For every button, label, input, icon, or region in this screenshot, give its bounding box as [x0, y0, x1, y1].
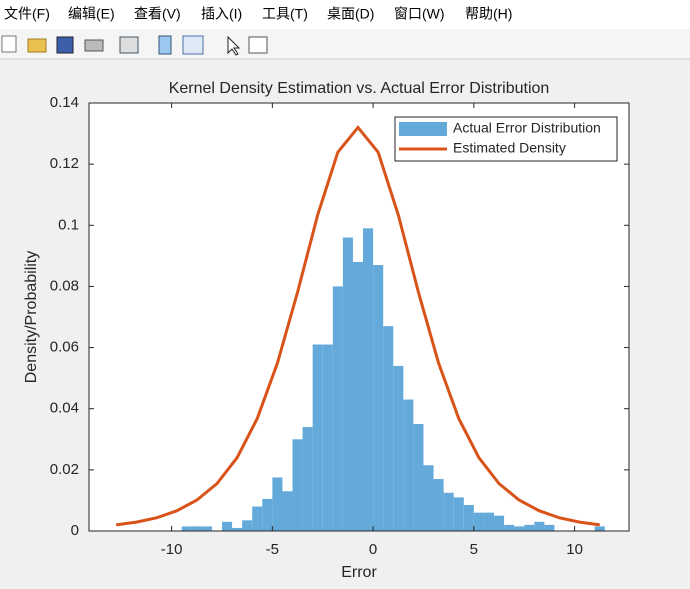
x-tick-label: -10: [161, 541, 183, 558]
new-icon[interactable]: [1, 35, 17, 53]
histogram-bar: [504, 524, 515, 531]
histogram-bar: [282, 491, 293, 531]
y-tick-label: 0.04: [50, 400, 79, 417]
x-tick-label: -5: [266, 541, 279, 558]
legend-icon[interactable]: [182, 35, 204, 55]
menu-item[interactable]: 帮助(H): [465, 6, 512, 22]
histogram-bar: [181, 526, 192, 531]
menu-item[interactable]: 查看(V): [134, 6, 181, 22]
toolbar: [0, 29, 690, 59]
histogram-bar: [232, 527, 243, 531]
y-tick-label: 0.06: [50, 339, 79, 356]
legend-label: Estimated Density: [453, 140, 566, 156]
density-line: [115, 125, 600, 527]
menu-item[interactable]: 插入(I): [201, 6, 242, 22]
histogram-bar: [383, 326, 394, 531]
print-icon[interactable]: [84, 39, 104, 52]
histogram-bar: [262, 498, 273, 531]
toolbar-icons[interactable]: [1, 35, 268, 56]
plot-area: [115, 125, 605, 532]
histogram-bar: [352, 261, 364, 531]
histogram-bar: [413, 424, 424, 531]
histogram-bar: [403, 399, 414, 531]
y-tick-label: 0.02: [50, 461, 79, 478]
axes-box: [88, 102, 630, 532]
histogram-bar: [443, 492, 454, 531]
histogram-bar: [423, 465, 434, 531]
x-tick-label: 10: [566, 541, 583, 558]
link-icon[interactable]: [119, 36, 139, 54]
y-axis-label: Density/Probability: [23, 251, 40, 384]
histogram-bar: [302, 427, 313, 531]
menu-item[interactable]: 编辑(E): [68, 6, 115, 22]
histogram-bar: [483, 512, 494, 531]
histogram-bar: [373, 265, 384, 531]
y-tick-label: 0.12: [50, 155, 79, 172]
histogram-bar: [342, 237, 353, 531]
legend: Actual Error Distribution Estimated Densi…: [394, 116, 618, 162]
menu: 文件(F) 编辑(E) 查看(V) 插入(I) 工具(T) 桌面(D) 窗口(W) 帮助(H): [4, 6, 512, 22]
y-tick-label: 0: [71, 522, 79, 539]
x-tick-label: 0: [369, 541, 377, 558]
open-icon[interactable]: [27, 38, 47, 53]
histogram-bar: [252, 506, 263, 531]
colorbar-icon[interactable]: [158, 35, 172, 55]
histogram-bar: [594, 526, 605, 531]
histogram-bar: [332, 286, 343, 531]
histogram-bar: [292, 439, 303, 531]
histogram-bar: [322, 344, 333, 531]
y-tick-label: 0.14: [50, 94, 79, 111]
histogram-bar: [463, 505, 474, 531]
histogram-bar: [363, 228, 374, 532]
histogram-bar: [534, 521, 545, 531]
y-tick-label: 0.08: [50, 277, 79, 294]
x-axis-label: Error: [341, 564, 377, 581]
property-icon[interactable]: [248, 36, 268, 54]
pointer-icon[interactable]: [227, 35, 241, 56]
legend-label: Actual Error Distribution: [453, 120, 601, 136]
histogram-bar: [312, 344, 323, 531]
histogram-bar: [433, 479, 444, 531]
menu-item[interactable]: 文件(F): [4, 6, 50, 22]
histogram-bar: [453, 497, 464, 531]
chart-title: Kernel Density Estimation vs. Actual Err…: [169, 80, 550, 97]
menu-item[interactable]: 窗口(W): [394, 6, 445, 22]
y-tick-label: 0.1: [58, 216, 79, 233]
histogram-bar: [393, 365, 404, 531]
histogram-bar: [494, 515, 505, 531]
menu-item[interactable]: 桌面(D): [327, 6, 374, 22]
histogram-bar: [242, 520, 253, 531]
save-icon[interactable]: [56, 36, 74, 54]
legend-swatch: [399, 122, 447, 136]
histogram-bar: [544, 524, 555, 531]
x-tick-label: 5: [470, 541, 478, 558]
histogram-bar: [191, 526, 202, 531]
histogram-bar: [473, 512, 484, 531]
menu-item[interactable]: 工具(T): [262, 6, 308, 22]
histogram-bar: [201, 526, 212, 531]
histogram-bar: [514, 526, 525, 531]
histogram-bar: [524, 524, 535, 531]
histogram-bar: [221, 521, 233, 531]
histogram-bar: [272, 477, 283, 531]
menu-bar: [0, 0, 690, 29]
